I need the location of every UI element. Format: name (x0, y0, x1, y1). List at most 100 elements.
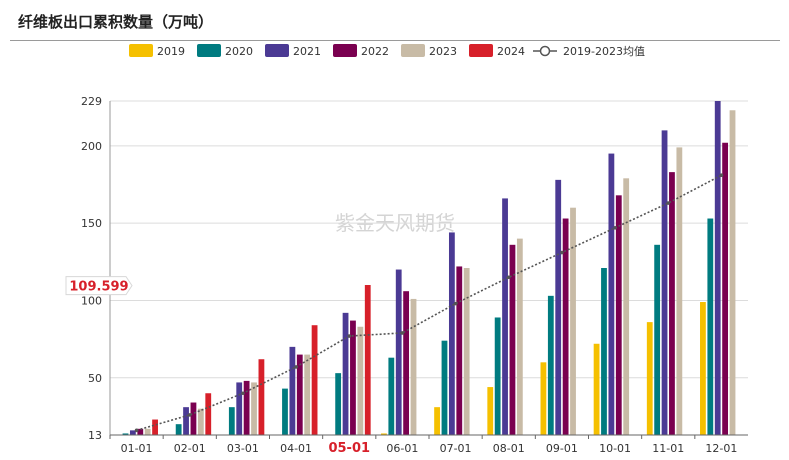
legend-average-marker[interactable] (539, 45, 551, 57)
bar-2022-05-01[interactable] (350, 320, 356, 435)
legend-label-2024[interactable]: 2024 (497, 45, 525, 58)
bar-2020-01-01[interactable] (122, 433, 129, 435)
bar-2023-09-01[interactable] (570, 207, 576, 435)
legend-swatch-2022[interactable] (333, 44, 357, 57)
average-point-02-01 (187, 413, 192, 417)
legend-swatch-2021[interactable] (265, 44, 289, 57)
bar-2019-07-01[interactable] (434, 407, 440, 435)
average-series-line (136, 174, 722, 432)
legend-swatch-2023[interactable] (401, 44, 425, 57)
y-tick-label: 13 (88, 429, 102, 442)
average-point-11-01 (666, 201, 671, 205)
bar-2021-01-01[interactable] (129, 430, 136, 435)
bar-2022-03-01[interactable] (243, 380, 250, 435)
bar-2021-05-01[interactable] (342, 312, 349, 435)
y-tick-label: 229 (81, 95, 102, 108)
bar-2021-07-01[interactable] (448, 232, 455, 435)
bar-2024-05-01[interactable] (364, 285, 371, 435)
y-tick-label: 50 (88, 372, 102, 385)
bars[interactable] (122, 101, 736, 436)
bar-2024-02-01[interactable] (205, 393, 212, 435)
bar-2023-07-01[interactable] (463, 268, 470, 435)
bar-2021-06-01[interactable] (395, 269, 402, 435)
legend-label-2019[interactable]: 2019 (157, 45, 185, 58)
bar-2023-08-01[interactable] (516, 238, 523, 435)
bar-2020-11-01[interactable] (654, 244, 661, 435)
x-tick-label: 11-01 (652, 442, 684, 455)
average-point-06-01 (400, 331, 405, 335)
bar-2022-01-01[interactable] (137, 428, 144, 435)
y-tick-label: 100 (81, 294, 102, 307)
bar-2022-10-01[interactable] (615, 195, 622, 435)
legend-swatch-2020[interactable] (197, 44, 221, 57)
legend-label-2022[interactable]: 2022 (361, 45, 389, 58)
bar-2021-09-01[interactable] (555, 179, 562, 435)
average-point-01-01 (134, 428, 139, 433)
bar-2019-06-01[interactable] (381, 433, 387, 435)
legend-label-average[interactable]: 2019-2023均值 (563, 45, 645, 58)
x-tick-label: 05-01 (328, 441, 370, 456)
bar-2019-08-01[interactable] (487, 387, 494, 435)
bar-2020-03-01[interactable] (228, 407, 235, 435)
average-point-09-01 (560, 250, 564, 255)
legend-swatch-2024[interactable] (469, 44, 493, 57)
bar-2023-03-01[interactable] (251, 382, 257, 435)
legend-label-2020[interactable]: 2020 (225, 45, 253, 58)
bar-2022-04-01[interactable] (296, 354, 303, 435)
bar-2022-07-01[interactable] (456, 266, 463, 435)
x-tick-label: 01-01 (121, 442, 153, 455)
bar-2020-04-01[interactable] (282, 388, 288, 435)
bar-2022-09-01[interactable] (562, 218, 569, 435)
legend-swatch-2019[interactable] (129, 44, 153, 57)
bar-2021-10-01[interactable] (608, 153, 615, 435)
bar-2022-06-01[interactable] (403, 291, 410, 435)
bar-2019-09-01[interactable] (540, 362, 547, 435)
legend-label-2023[interactable]: 2023 (429, 45, 457, 58)
bar-2022-11-01[interactable] (669, 172, 675, 435)
bar-2020-08-01[interactable] (494, 317, 501, 435)
bar-2022-08-01[interactable] (509, 244, 516, 435)
bar-2021-04-01[interactable] (289, 346, 296, 435)
bar-2020-06-01[interactable] (388, 357, 395, 435)
bar-2024-01-01[interactable] (152, 419, 158, 435)
bar-2023-04-01[interactable] (304, 354, 311, 435)
bar-2021-08-01[interactable] (502, 198, 508, 435)
value-marker-box (65, 276, 133, 296)
bar-2021-03-01[interactable] (236, 382, 243, 435)
bar-2023-02-01[interactable] (197, 408, 204, 435)
bar-2023-11-01[interactable] (676, 147, 683, 435)
bar-2022-02-01[interactable] (190, 402, 197, 435)
bar-2023-10-01[interactable] (623, 178, 630, 435)
bar-2023-06-01[interactable] (410, 298, 417, 435)
bar-2020-07-01[interactable] (441, 340, 448, 435)
chart-title: 纤维板出口累积数量（万吨） (18, 13, 214, 31)
x-tick-label: 09-01 (546, 442, 578, 455)
average-line (134, 173, 724, 433)
bar-2021-12-01[interactable] (714, 101, 721, 435)
bar-2019-12-01[interactable] (700, 302, 706, 435)
bar-2020-05-01[interactable] (335, 373, 342, 435)
bar-2022-12-01[interactable] (722, 142, 729, 435)
bar-2020-02-01[interactable] (175, 424, 182, 435)
bar-2019-11-01[interactable] (646, 322, 653, 435)
average-point-07-01 (453, 301, 458, 306)
average-point-08-01 (506, 275, 511, 280)
bar-2020-09-01[interactable] (547, 295, 554, 435)
y-tick-label: 150 (81, 217, 102, 230)
bar-2021-11-01[interactable] (661, 130, 668, 435)
bar-2023-12-01[interactable] (729, 110, 736, 436)
bar-2023-05-01[interactable] (357, 326, 364, 435)
x-tick-label: 04-01 (280, 442, 312, 455)
x-tick-label: 02-01 (174, 442, 206, 455)
legend[interactable]: 2019 2020 2021 2022 2023 2024 2019-2023均值 (129, 44, 645, 58)
title-divider (10, 40, 780, 41)
bar-2020-12-01[interactable] (707, 218, 714, 435)
legend-label-2021[interactable]: 2021 (293, 45, 321, 58)
bar-2021-02-01[interactable] (183, 407, 189, 435)
average-point-05-01 (347, 334, 352, 338)
bar-2024-03-01[interactable] (258, 359, 265, 435)
bar-2019-10-01[interactable] (593, 343, 600, 435)
bar-2020-10-01[interactable] (601, 268, 607, 435)
bar-2024-04-01[interactable] (311, 325, 318, 435)
bar-2023-01-01[interactable] (144, 428, 151, 435)
